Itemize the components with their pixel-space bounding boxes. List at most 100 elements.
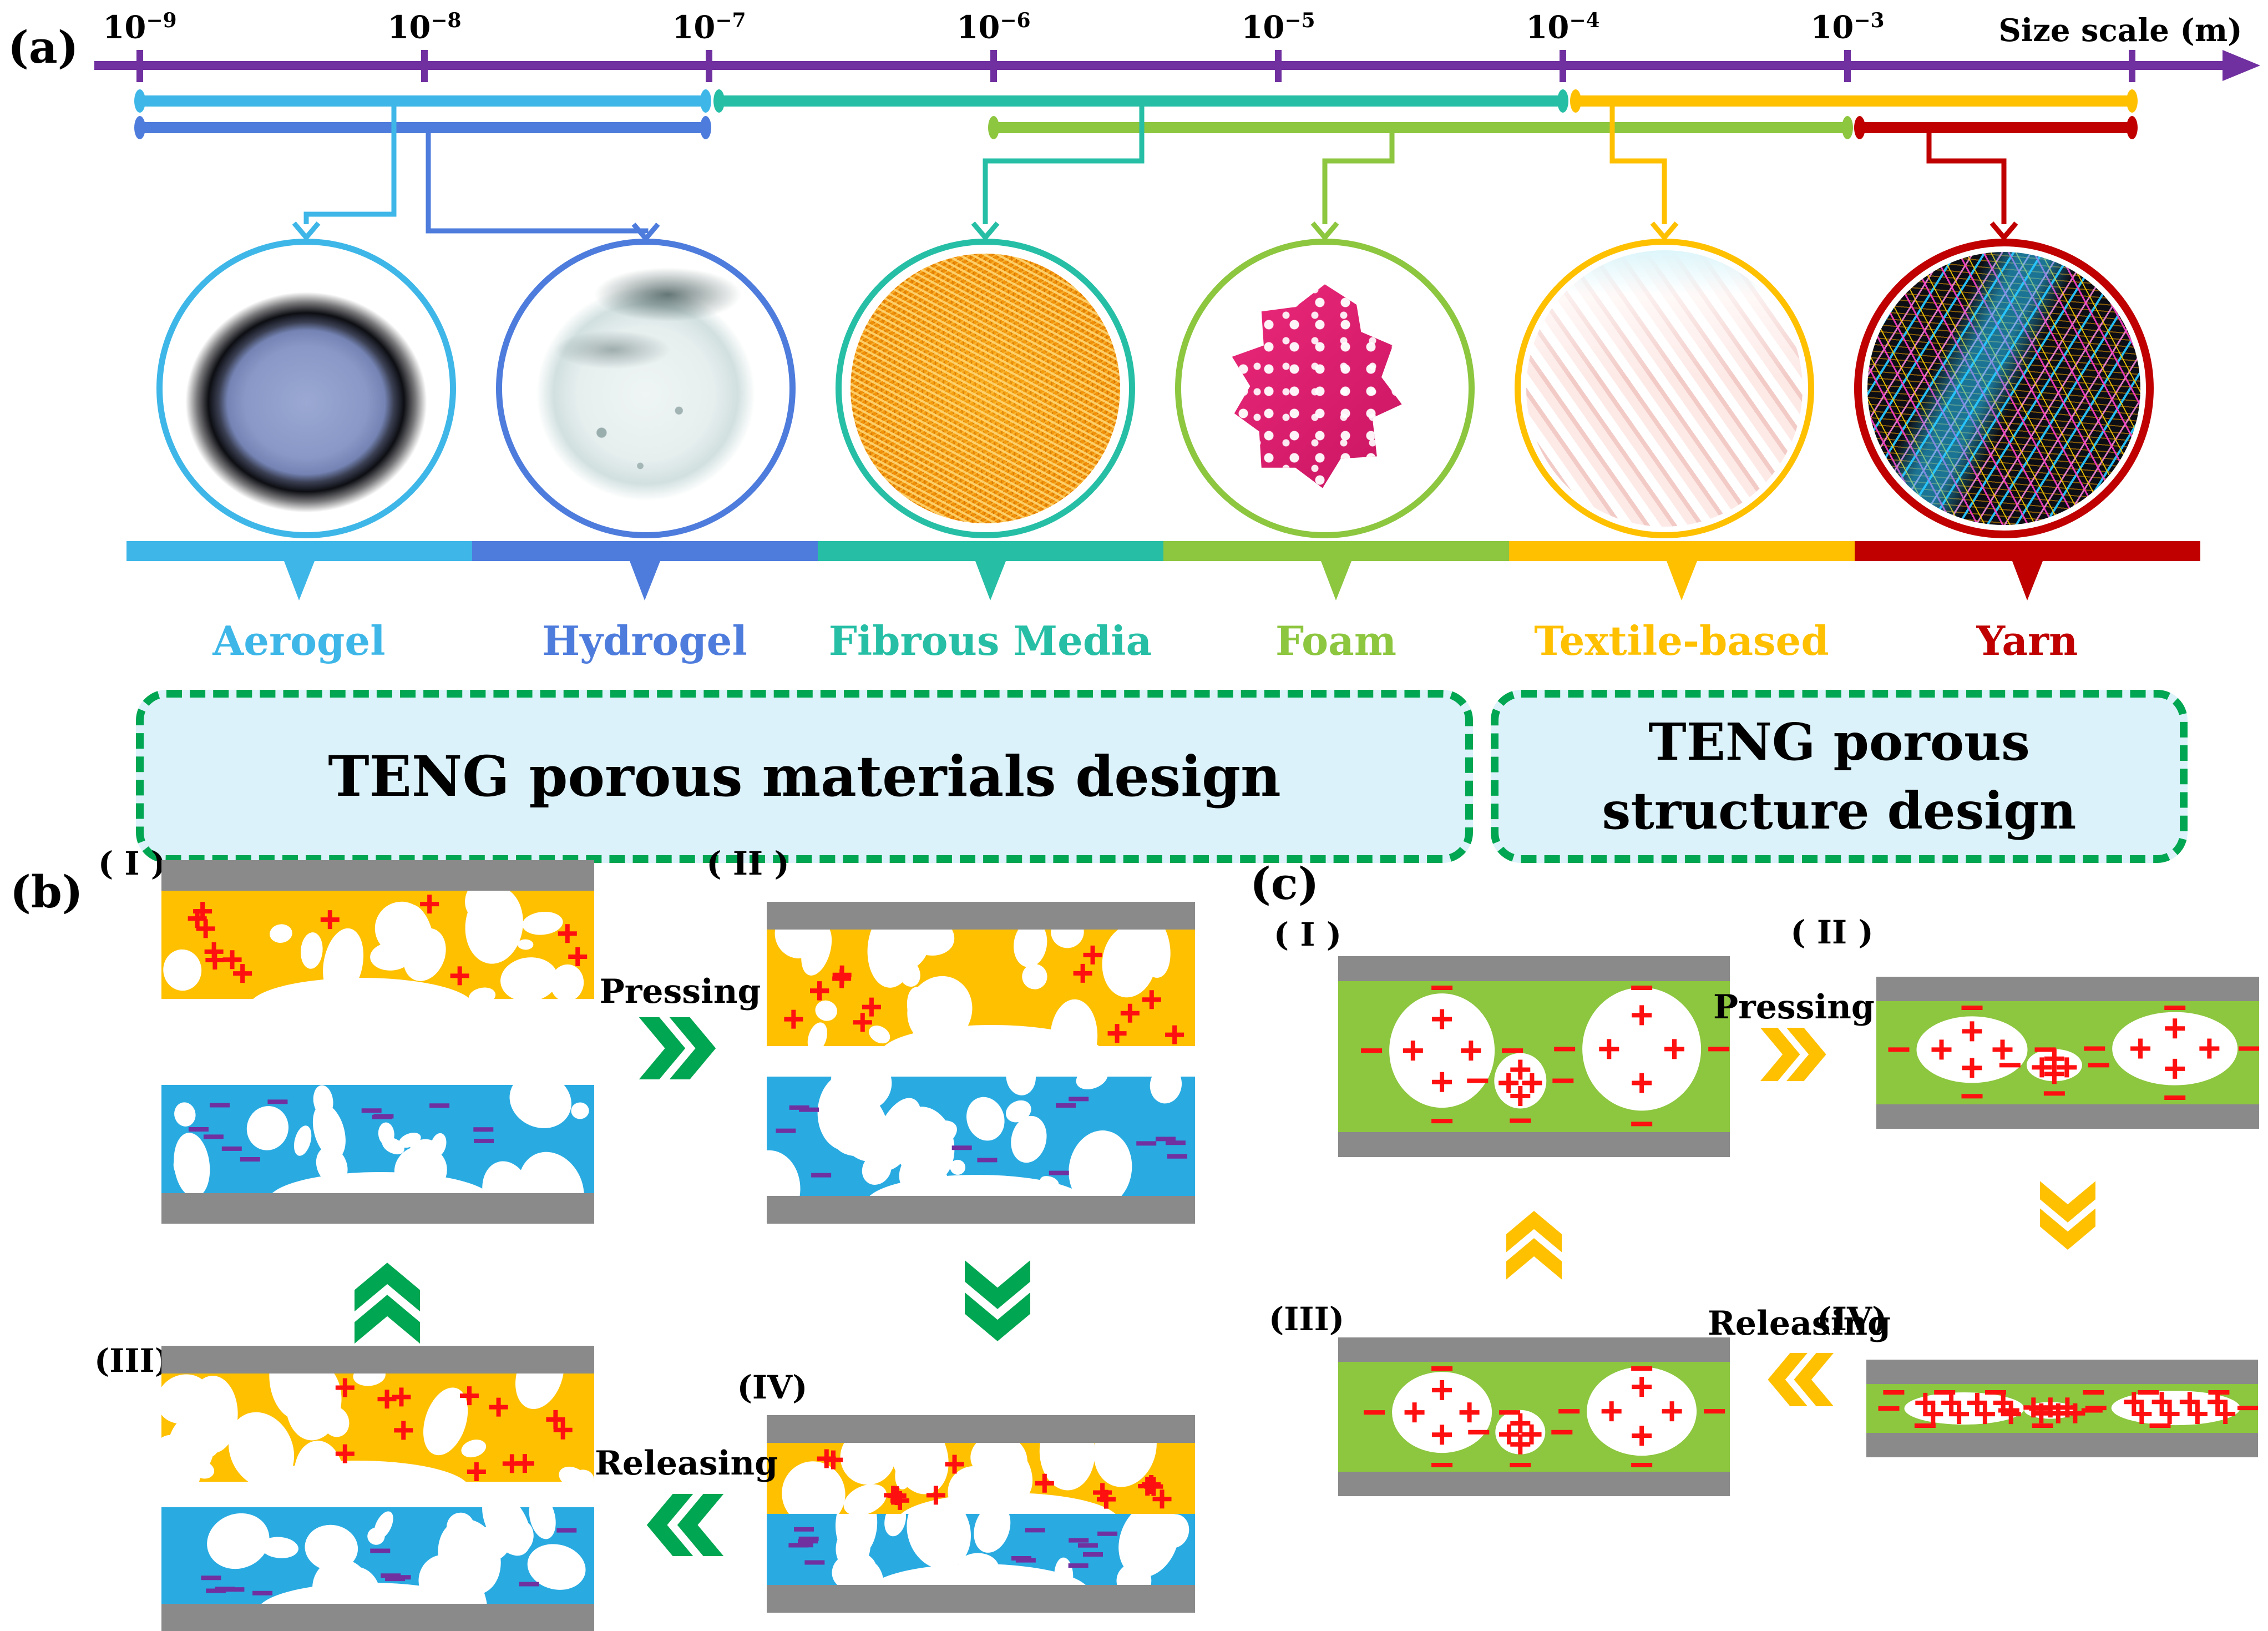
releasing-label-c: Releasing <box>1708 1304 1891 1343</box>
aerogel-pointer-icon <box>284 561 315 600</box>
releasing-chevron-left-icon <box>1763 1353 1836 1406</box>
panel-c-state-1-label: ( I ) <box>1273 916 1342 953</box>
panel-c-state-3-label: (III) <box>1268 1300 1345 1338</box>
bottom-electrode <box>1338 1472 1730 1496</box>
foam-image <box>1232 284 1402 488</box>
axis-tick-label: 10−8 <box>387 9 462 46</box>
pressing-label-b: Pressing <box>599 972 761 1011</box>
pressing-chevron-right-icon <box>1758 1028 1831 1081</box>
yarn-image <box>1867 252 2140 525</box>
top-electrode <box>161 1346 594 1374</box>
yarn-label: Yarn <box>1976 617 2078 664</box>
negative-porous-layer <box>161 1507 594 1604</box>
top-electrode <box>1338 956 1730 981</box>
bottom-electrode <box>1338 1132 1730 1157</box>
teng-stack-b2 <box>767 902 1195 1224</box>
panel-c-label: (c) <box>1250 857 1319 910</box>
structure-design-box: TENG porous structure design <box>1491 690 2188 863</box>
axis-tick-label: 10−3 <box>1810 9 1885 46</box>
hydrogel-label: Hydrogel <box>542 617 747 664</box>
hydrogel-photo-circle <box>496 239 796 538</box>
porous-dielectric-layer <box>1876 1001 2259 1104</box>
axis-tick-label: 10−9 <box>103 9 177 46</box>
teng-stack-c3 <box>1338 1337 1730 1496</box>
yarn-photo-circle <box>1854 239 2154 538</box>
material-color-strip <box>126 541 2200 600</box>
up-chevron-icon <box>1506 1200 1562 1289</box>
range-to-circle-connectors <box>292 107 2018 243</box>
axis-tick-label: 10−4 <box>1526 9 1600 46</box>
teng-stack-c4 <box>1866 1360 2258 1457</box>
panel-b-state-3-label: (III) <box>94 1342 170 1380</box>
aerogel-image <box>168 250 444 527</box>
structure-design-box-text: TENG porous structure design <box>1602 711 2077 841</box>
porous-dielectric-layer <box>1338 1362 1730 1472</box>
textile-pointer-icon <box>1667 561 1697 600</box>
axis-title: Size scale (m) <box>1998 12 2242 49</box>
porous-dielectric-layer <box>1338 981 1730 1132</box>
foam-label: Foam <box>1275 617 1397 664</box>
teng-stack-b1 <box>161 860 594 1224</box>
teng-stack-b4 <box>767 1415 1195 1613</box>
fibrous-media-label: Fibrous Media <box>828 617 1152 664</box>
top-electrode <box>1338 1337 1730 1362</box>
size-scale-axis-graphic <box>94 50 2260 243</box>
aerogel-label: Aerogel <box>212 617 386 664</box>
releasing-chevron-left-icon <box>642 1494 726 1556</box>
aerogel-photo-circle <box>156 239 456 538</box>
bottom-electrode <box>1866 1433 2258 1457</box>
negative-porous-layer <box>767 1514 1195 1585</box>
teng-stack-c1 <box>1338 956 1730 1157</box>
positive-porous-layer <box>767 930 1195 1046</box>
panel-b-state-1-label: ( I ) <box>98 845 166 882</box>
top-electrode <box>161 860 594 891</box>
bottom-electrode <box>161 1604 594 1631</box>
panel-b-state-4-label: (IV) <box>737 1369 808 1406</box>
negative-porous-layer <box>767 1077 1195 1196</box>
panel-c-state-2-label: ( II ) <box>1790 913 1874 951</box>
up-chevron-icon <box>355 1250 420 1354</box>
size-range-bars-row2 <box>134 116 2138 139</box>
textile-label: Textile-based <box>1534 617 1829 664</box>
textile-image <box>1526 250 1803 527</box>
axis-tick-label: 10−7 <box>672 9 746 46</box>
axis-tick-label: 10−5 <box>1241 9 1315 46</box>
foam-photo-circle <box>1175 239 1475 538</box>
teng-stack-c2 <box>1876 977 2259 1129</box>
porous-dielectric-layer <box>1866 1384 2258 1433</box>
negative-porous-layer <box>161 1085 594 1193</box>
textile-photo-circle <box>1515 239 1814 538</box>
positive-porous-layer <box>161 1374 594 1482</box>
panel-b-state-2-label: ( II ) <box>706 845 789 882</box>
bottom-electrode <box>1876 1104 2259 1129</box>
bottom-electrode <box>767 1585 1195 1613</box>
materials-design-box-text: TENG porous materials design <box>328 744 1281 809</box>
yarn-pointer-icon <box>2012 561 2043 600</box>
hydrogel-pointer-icon <box>630 561 660 600</box>
bottom-electrode <box>161 1193 594 1224</box>
releasing-label-b: Releasing <box>595 1444 778 1483</box>
size-range-bars-row1 <box>134 89 2138 113</box>
fibrous-media-image <box>850 254 1120 523</box>
down-chevron-icon <box>2040 1172 2095 1261</box>
axis-arrowhead-icon <box>2223 50 2260 81</box>
down-chevron-icon <box>965 1250 1030 1354</box>
positive-porous-layer <box>767 1443 1195 1514</box>
axis-tick-label: 10−6 <box>956 9 1031 46</box>
positive-porous-layer <box>161 891 594 999</box>
panel-c-state-4-label: (IV) <box>1816 1300 1887 1338</box>
top-electrode <box>1876 977 2259 1001</box>
foam-pointer-icon <box>1321 561 1351 600</box>
top-electrode <box>767 1415 1195 1443</box>
top-electrode <box>767 902 1195 930</box>
fibrous-pointer-icon <box>975 561 1006 600</box>
bottom-electrode <box>767 1196 1195 1224</box>
axis-ticks <box>136 50 2135 82</box>
pressing-label-c: Pressing <box>1713 988 1875 1027</box>
panel-a-label: (a) <box>8 21 79 73</box>
top-electrode <box>1866 1360 2258 1384</box>
pressing-chevron-right-icon <box>637 1017 720 1079</box>
hydrogel-image <box>508 250 784 527</box>
teng-stack-b3 <box>161 1346 594 1631</box>
